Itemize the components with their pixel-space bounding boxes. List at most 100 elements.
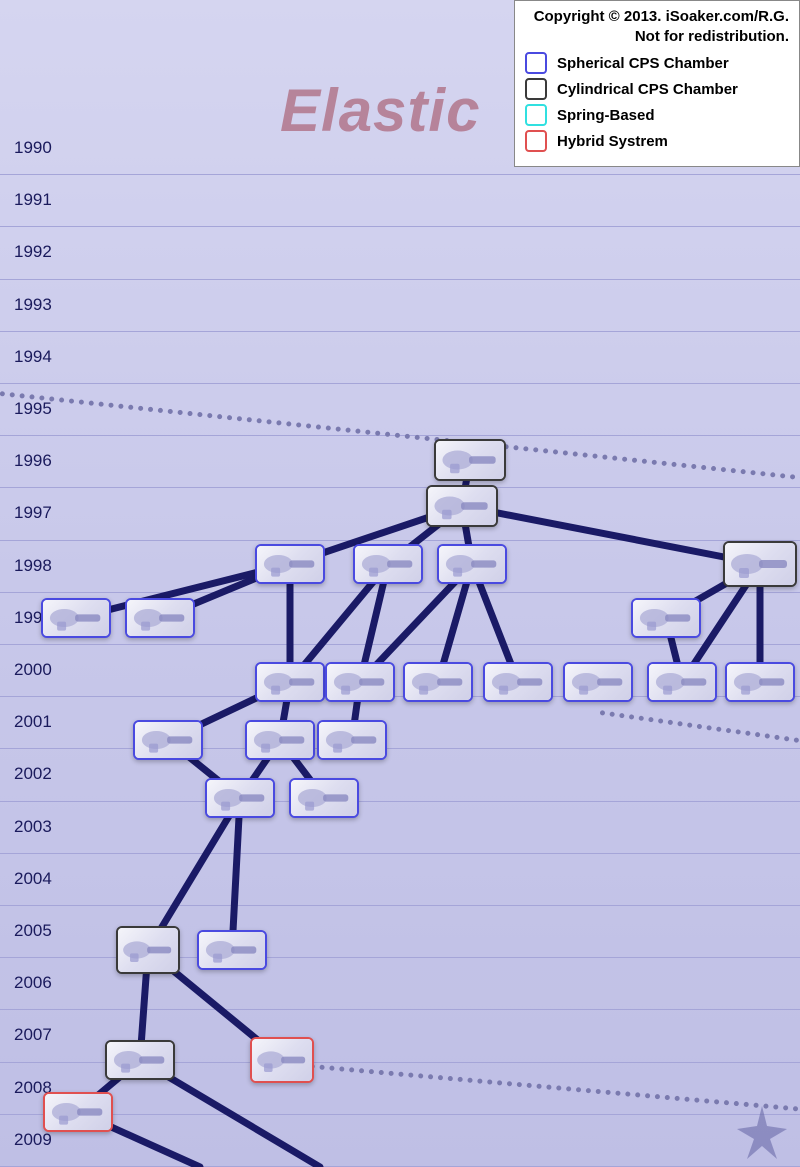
product-thumbnail: [257, 546, 323, 582]
product-node[interactable]: [631, 598, 701, 638]
year-gridline: [0, 853, 800, 854]
product-thumbnail: [107, 1042, 173, 1078]
year-label: 1991: [14, 190, 52, 210]
product-thumbnail: [727, 664, 793, 700]
product-node[interactable]: [483, 662, 553, 702]
product-thumbnail: [565, 664, 631, 700]
product-node[interactable]: [255, 662, 325, 702]
year-label: 1997: [14, 503, 52, 523]
product-thumbnail: [207, 780, 273, 816]
product-node[interactable]: [434, 439, 506, 481]
year-label: 2007: [14, 1025, 52, 1045]
year-label: 2001: [14, 712, 52, 732]
product-thumbnail: [291, 780, 357, 816]
year-label: 2006: [14, 973, 52, 993]
decorative-dotted-line: [0, 390, 800, 485]
year-label: 1990: [14, 138, 52, 158]
year-label: 1992: [14, 242, 52, 262]
legend-label: Hybrid Systrem: [557, 133, 668, 150]
product-node[interactable]: [317, 720, 387, 760]
product-thumbnail: [252, 1039, 312, 1081]
product-node[interactable]: [289, 778, 359, 818]
year-label: 2000: [14, 660, 52, 680]
product-thumbnail: [355, 546, 421, 582]
product-node[interactable]: [403, 662, 473, 702]
product-thumbnail: [135, 722, 201, 758]
year-label: 2009: [14, 1130, 52, 1150]
diagram-title: Elastic: [280, 76, 480, 145]
year-label: 1995: [14, 399, 52, 419]
year-gridline: [0, 331, 800, 332]
product-node[interactable]: [197, 930, 267, 970]
product-thumbnail: [633, 600, 699, 636]
decorative-dotted-line: [290, 1062, 800, 1116]
product-node[interactable]: [563, 662, 633, 702]
legend-label: Spring-Based: [557, 107, 655, 124]
product-node[interactable]: [647, 662, 717, 702]
legend-label: Spherical CPS Chamber: [557, 55, 729, 72]
copyright-text: Copyright © 2013. iSoaker.com/R.G.Not fo…: [525, 7, 789, 46]
product-node[interactable]: [325, 662, 395, 702]
year-gridline: [0, 540, 800, 541]
year-gridline: [0, 644, 800, 645]
year-gridline: [0, 279, 800, 280]
year-gridline: [0, 905, 800, 906]
product-node[interactable]: [105, 1040, 175, 1080]
product-node[interactable]: [41, 598, 111, 638]
product-node[interactable]: [725, 662, 795, 702]
year-label: 2004: [14, 869, 52, 889]
product-thumbnail: [649, 664, 715, 700]
decorative-dotted-line: [600, 710, 800, 750]
year-label: 2003: [14, 817, 52, 837]
legend-item: Cylindrical CPS Chamber: [525, 78, 789, 100]
product-thumbnail: [725, 543, 795, 585]
year-label: 2005: [14, 921, 52, 941]
legend-item: Spring-Based: [525, 104, 789, 126]
legend-swatch: [525, 52, 547, 74]
product-thumbnail: [257, 664, 323, 700]
year-label: 1993: [14, 295, 52, 315]
product-thumbnail: [428, 487, 496, 525]
year-gridline: [0, 383, 800, 384]
year-gridline: [0, 592, 800, 593]
year-gridline: [0, 174, 800, 175]
year-gridline: [0, 487, 800, 488]
product-thumbnail: [247, 722, 313, 758]
product-node[interactable]: [250, 1037, 314, 1083]
product-thumbnail: [327, 664, 393, 700]
product-thumbnail: [405, 664, 471, 700]
product-node[interactable]: [205, 778, 275, 818]
legend-panel: Copyright © 2013. iSoaker.com/R.G.Not fo…: [514, 0, 800, 167]
product-node[interactable]: [723, 541, 797, 587]
product-node[interactable]: [426, 485, 498, 527]
product-thumbnail: [118, 928, 178, 972]
legend-item: Hybrid Systrem: [525, 130, 789, 152]
product-thumbnail: [319, 722, 385, 758]
year-gridline: [0, 226, 800, 227]
logo-star-icon: [732, 1101, 792, 1161]
product-thumbnail: [127, 600, 193, 636]
product-node[interactable]: [245, 720, 315, 760]
year-gridline: [0, 748, 800, 749]
product-thumbnail: [43, 600, 109, 636]
product-node[interactable]: [437, 544, 507, 584]
product-thumbnail: [199, 932, 265, 968]
product-node[interactable]: [353, 544, 423, 584]
legend-item: Spherical CPS Chamber: [525, 52, 789, 74]
product-node[interactable]: [255, 544, 325, 584]
product-thumbnail: [436, 441, 504, 479]
legend-label: Cylindrical CPS Chamber: [557, 81, 738, 98]
year-label: 1994: [14, 347, 52, 367]
legend-swatch: [525, 104, 547, 126]
product-thumbnail: [485, 664, 551, 700]
year-gridline: [0, 801, 800, 802]
product-node[interactable]: [43, 1092, 113, 1132]
product-thumbnail: [439, 546, 505, 582]
legend-swatch: [525, 130, 547, 152]
product-node[interactable]: [116, 926, 180, 974]
year-label: 1998: [14, 556, 52, 576]
product-node[interactable]: [133, 720, 203, 760]
year-gridline: [0, 1114, 800, 1115]
product-node[interactable]: [125, 598, 195, 638]
product-thumbnail: [45, 1094, 111, 1130]
